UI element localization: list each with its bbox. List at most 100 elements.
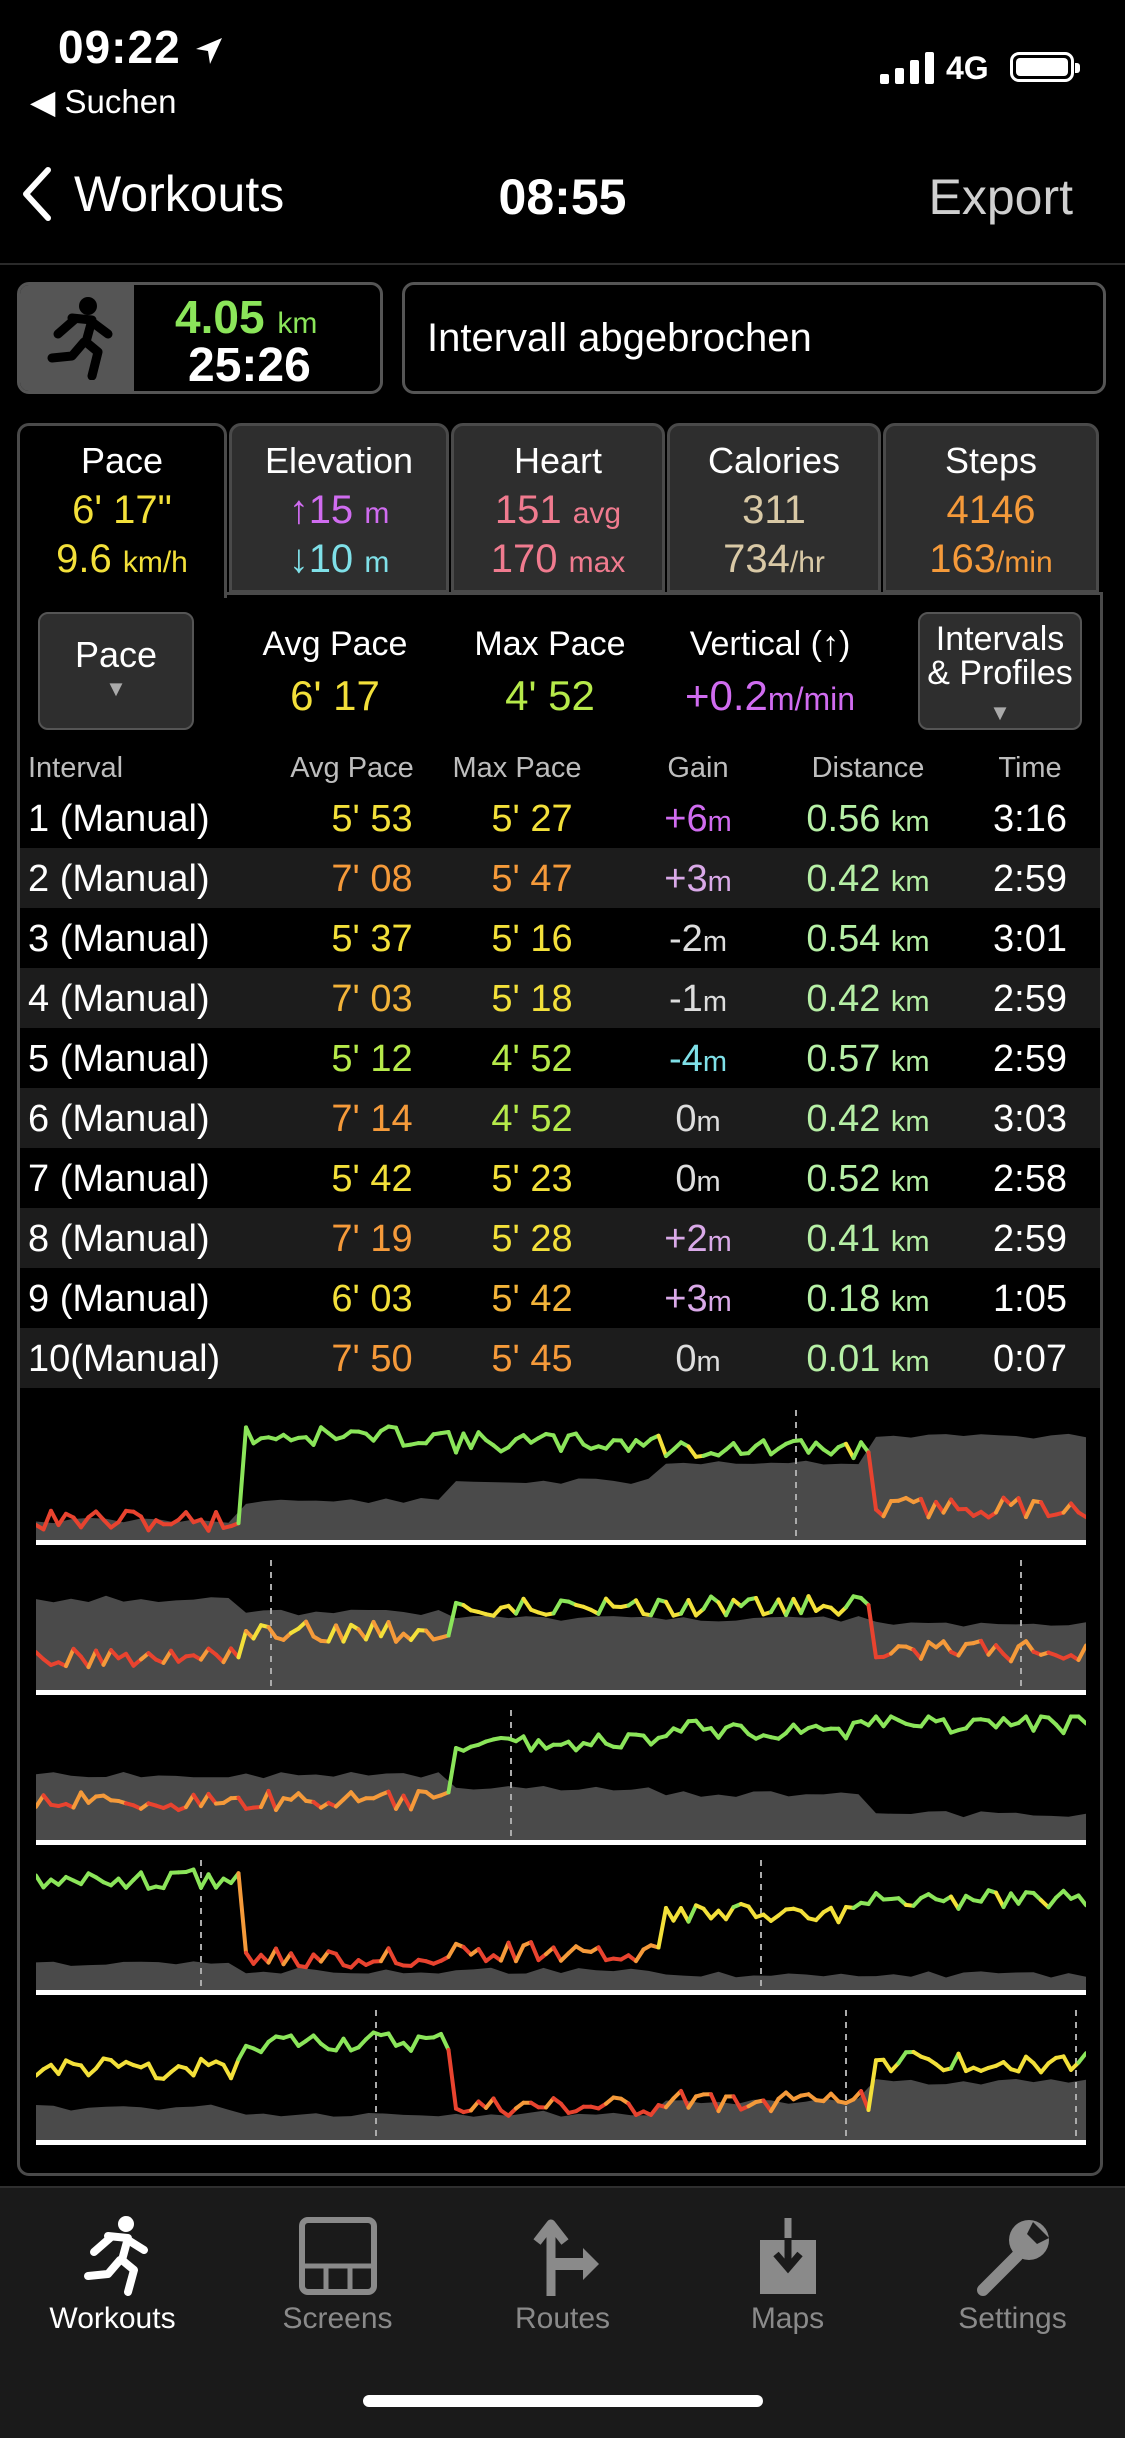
pace-line-segment — [636, 1600, 644, 1614]
interval-time: 2:59 — [964, 1038, 1096, 1081]
tabbar-screens[interactable]: Screens — [225, 2200, 450, 2336]
intervals-profiles-button[interactable]: Intervals & Profiles ▼ — [918, 612, 1082, 730]
screens-icon — [296, 2214, 380, 2298]
interval-avg-pace: 7' 08 — [302, 858, 442, 901]
interval-avg-pace: 5' 53 — [302, 798, 442, 841]
interval-distance: 0.42 km — [772, 1098, 964, 1141]
caret-down-icon: ▼ — [40, 676, 192, 702]
pace-line-segment — [996, 1893, 1004, 1907]
tabbar-label: Maps — [675, 2302, 900, 2336]
home-indicator — [363, 2395, 763, 2407]
summary-distance: 4.05 km — [175, 290, 317, 344]
max-pace-stat: Max Pace 4' 52 — [455, 625, 645, 720]
pace-line-segment — [1019, 1892, 1027, 1904]
col-avg-pace: Avg Pace — [282, 752, 422, 785]
interval-max-pace: 5' 23 — [462, 1158, 602, 1201]
tabbar-workouts[interactable]: Workouts — [0, 2200, 225, 2336]
summary-duration: 25:26 — [188, 338, 311, 393]
pace-line-segment — [276, 1949, 284, 1965]
pace-line-segment — [726, 1907, 734, 1919]
pace-line-segment — [764, 1440, 772, 1454]
col-interval: Interval — [28, 752, 123, 785]
metric-select-label: Pace — [40, 634, 192, 676]
interval-status-message: Intervall abgebrochen — [402, 282, 1106, 394]
back-to-app-link[interactable]: ◀ Suchen — [30, 82, 176, 121]
profiles-button-line2: & Profiles — [920, 656, 1080, 690]
pace-line-segment — [231, 2059, 239, 2078]
tab-elevation[interactable]: Elevation ↑15 m ↓10 m — [229, 423, 449, 593]
interval-max-pace: 5' 18 — [462, 978, 602, 1021]
pace-line-segment — [239, 2046, 247, 2059]
pace-line-segment — [411, 2037, 419, 2051]
pace-line-segment — [164, 1873, 172, 1888]
pace-line-segment — [839, 1907, 847, 1922]
pace-line-segment — [389, 2034, 397, 2046]
interval-max-pace: 5' 42 — [462, 1278, 602, 1321]
interval-gain: -2m — [618, 918, 778, 961]
pace-line-segment — [194, 1870, 202, 1888]
tabbar-maps[interactable]: Maps — [675, 2200, 900, 2336]
pace-line-segment — [801, 1440, 809, 1453]
pace-line-segment — [509, 1943, 517, 1962]
chart-baseline — [36, 1690, 1086, 1695]
interval-distance: 0.54 km — [772, 918, 964, 961]
interval-gain: 0m — [618, 1098, 778, 1141]
interval-distance: 0.56 km — [772, 798, 964, 841]
pace-line-segment — [291, 1953, 299, 1966]
network-type: 4G — [946, 50, 989, 87]
pace-line-segment — [599, 1947, 607, 1960]
pace-line-segment — [959, 1896, 967, 1909]
chart-baseline — [36, 2140, 1086, 2145]
pace-line-segment — [666, 1602, 674, 1616]
interval-gain: +6m — [618, 798, 778, 841]
pace-line-segment — [651, 1600, 659, 1615]
pace-line-segment — [981, 1890, 989, 1901]
tab-value-2: 734/hr — [670, 537, 878, 582]
pace-line-segment — [479, 1949, 487, 1961]
interval-name: 2 (Manual) — [28, 858, 210, 901]
tab-heart[interactable]: Heart 151 avg 170 max — [451, 423, 665, 593]
pace-line-segment — [141, 1872, 149, 1888]
pace-line-segment — [786, 1599, 794, 1615]
vertical-stat: Vertical (↑) +0.2m/min — [660, 625, 880, 720]
interval-time: 2:58 — [964, 1158, 1096, 1201]
tabbar-settings[interactable]: Settings — [900, 2200, 1125, 2336]
interval-time: 2:59 — [964, 858, 1096, 901]
export-button[interactable]: Export — [928, 168, 1073, 226]
max-pace-label: Max Pace — [455, 625, 645, 664]
interval-time: 0:07 — [964, 1338, 1096, 1381]
pace-line-segment — [441, 2034, 449, 2050]
tabbar-routes[interactable]: Routes — [450, 2200, 675, 2336]
interval-gain: -4m — [618, 1038, 778, 1081]
nav-divider — [0, 263, 1125, 265]
pace-line-segment — [1079, 2053, 1087, 2062]
tabbar-label: Workouts — [0, 2302, 225, 2336]
tab-calories[interactable]: Calories 311 734/hr — [667, 423, 881, 593]
pace-line-segment — [801, 1596, 809, 1613]
pace-line-segment — [554, 1948, 562, 1961]
runner-icon — [71, 2214, 155, 2298]
elevation-area — [36, 1772, 1086, 1840]
interval-avg-pace: 5' 37 — [302, 918, 442, 961]
tab-steps[interactable]: Steps 4146 163/min — [883, 423, 1099, 593]
signal-icon — [880, 52, 936, 84]
pace-line-segment — [314, 1427, 322, 1445]
interval-distance: 0.42 km — [772, 858, 964, 901]
pace-line-segment — [209, 1874, 217, 1887]
tab-pace[interactable]: Pace 6' 17" 9.6 km/h — [17, 423, 227, 598]
vertical-label: Vertical (↑) — [660, 625, 880, 664]
metric-select-button[interactable]: Pace ▼ — [38, 612, 194, 730]
interval-time: 3:03 — [964, 1098, 1096, 1141]
profiles-button-line1: Intervals — [920, 622, 1080, 656]
pace-line-segment — [336, 1954, 344, 1965]
